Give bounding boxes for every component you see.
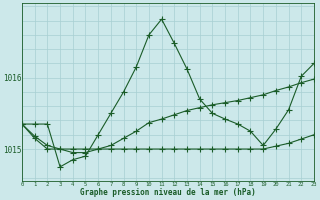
X-axis label: Graphe pression niveau de la mer (hPa): Graphe pression niveau de la mer (hPa) xyxy=(80,188,256,197)
